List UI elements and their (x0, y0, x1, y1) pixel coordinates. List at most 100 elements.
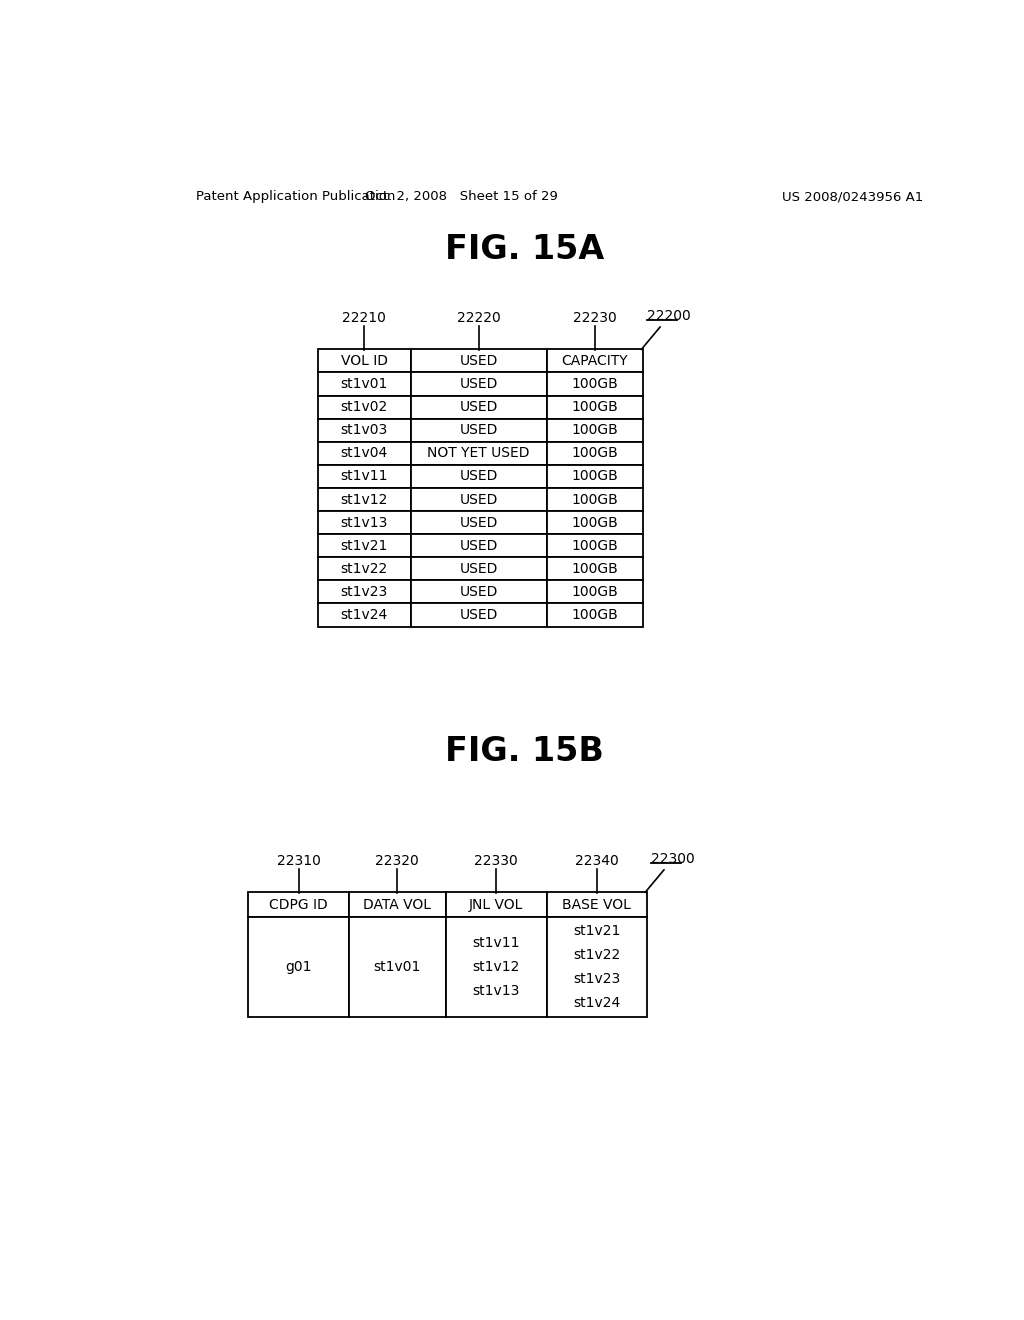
Bar (547, 917, 647, 1016)
Bar (248, 917, 349, 1016)
Text: 22210: 22210 (342, 310, 386, 325)
Text: 22200: 22200 (647, 309, 691, 323)
Text: st1v12: st1v12 (341, 492, 388, 507)
Bar (349, 892, 445, 917)
Bar (547, 396, 643, 418)
Text: st1v11
st1v12
st1v13: st1v11 st1v12 st1v13 (472, 936, 520, 998)
Bar (317, 350, 411, 372)
Text: USED: USED (460, 609, 498, 622)
Bar (547, 511, 643, 535)
Text: st1v13: st1v13 (341, 516, 388, 529)
Bar (248, 892, 349, 917)
Text: 100GB: 100GB (571, 562, 618, 576)
Text: 100GB: 100GB (571, 446, 618, 461)
Text: Oct. 2, 2008   Sheet 15 of 29: Oct. 2, 2008 Sheet 15 of 29 (365, 190, 558, 203)
Text: CAPACITY: CAPACITY (561, 354, 629, 368)
Text: st1v22: st1v22 (341, 562, 388, 576)
Bar (547, 603, 643, 627)
Bar (317, 511, 411, 535)
Text: 22230: 22230 (573, 310, 616, 325)
Text: st1v21
st1v22
st1v23
st1v24: st1v21 st1v22 st1v23 st1v24 (573, 924, 621, 1010)
Text: USED: USED (460, 470, 498, 483)
Bar (445, 917, 547, 1016)
Text: FIG. 15A: FIG. 15A (445, 232, 604, 265)
Text: VOL ID: VOL ID (341, 354, 388, 368)
Bar (317, 488, 411, 511)
Text: Patent Application Publication: Patent Application Publication (197, 190, 395, 203)
Bar (411, 535, 547, 557)
Text: 22300: 22300 (651, 853, 695, 866)
Text: 22330: 22330 (474, 854, 518, 867)
Text: USED: USED (460, 539, 498, 553)
Text: USED: USED (460, 424, 498, 437)
Bar (411, 396, 547, 418)
Bar (547, 488, 643, 511)
Bar (547, 581, 643, 603)
Bar (547, 892, 647, 917)
Text: US 2008/0243956 A1: US 2008/0243956 A1 (782, 190, 924, 203)
Text: NOT YET USED: NOT YET USED (427, 446, 530, 461)
Text: st1v24: st1v24 (341, 609, 388, 622)
Text: g01: g01 (286, 960, 311, 974)
Text: 100GB: 100GB (571, 516, 618, 529)
Bar (547, 418, 643, 442)
Bar (411, 557, 547, 581)
Text: 22220: 22220 (457, 310, 501, 325)
Bar (411, 581, 547, 603)
Text: DATA VOL: DATA VOL (364, 898, 431, 912)
Text: USED: USED (460, 400, 498, 414)
Text: st1v02: st1v02 (341, 400, 388, 414)
Text: BASE VOL: BASE VOL (562, 898, 632, 912)
Text: st1v23: st1v23 (341, 585, 388, 599)
Text: 100GB: 100GB (571, 492, 618, 507)
Bar (317, 396, 411, 418)
Text: st1v11: st1v11 (341, 470, 388, 483)
Text: st1v04: st1v04 (341, 446, 388, 461)
Text: 100GB: 100GB (571, 539, 618, 553)
Text: 100GB: 100GB (571, 378, 618, 391)
Text: st1v01: st1v01 (341, 378, 388, 391)
Text: USED: USED (460, 585, 498, 599)
Bar (317, 465, 411, 488)
Bar (317, 557, 411, 581)
Text: 100GB: 100GB (571, 585, 618, 599)
Bar (411, 511, 547, 535)
Text: 22340: 22340 (575, 854, 618, 867)
Text: 100GB: 100GB (571, 424, 618, 437)
Bar (547, 350, 643, 372)
Bar (317, 442, 411, 465)
Text: 100GB: 100GB (571, 400, 618, 414)
Bar (445, 892, 547, 917)
Bar (317, 581, 411, 603)
Bar (547, 442, 643, 465)
Bar (547, 372, 643, 396)
Bar (547, 535, 643, 557)
Bar (317, 535, 411, 557)
Text: 22310: 22310 (276, 854, 321, 867)
Text: 100GB: 100GB (571, 609, 618, 622)
Text: USED: USED (460, 516, 498, 529)
Bar (411, 418, 547, 442)
Bar (547, 465, 643, 488)
Text: st1v01: st1v01 (374, 960, 421, 974)
Bar (411, 350, 547, 372)
Bar (317, 603, 411, 627)
Bar (411, 488, 547, 511)
Bar (411, 465, 547, 488)
Bar (547, 557, 643, 581)
Text: 22320: 22320 (376, 854, 419, 867)
Text: FIG. 15B: FIG. 15B (445, 735, 604, 768)
Bar (411, 372, 547, 396)
Bar (317, 372, 411, 396)
Text: USED: USED (460, 492, 498, 507)
Bar (349, 917, 445, 1016)
Text: st1v03: st1v03 (341, 424, 388, 437)
Text: CDPG ID: CDPG ID (269, 898, 328, 912)
Bar (317, 418, 411, 442)
Text: st1v21: st1v21 (341, 539, 388, 553)
Text: USED: USED (460, 378, 498, 391)
Text: 100GB: 100GB (571, 470, 618, 483)
Bar (411, 603, 547, 627)
Bar (411, 442, 547, 465)
Text: USED: USED (460, 562, 498, 576)
